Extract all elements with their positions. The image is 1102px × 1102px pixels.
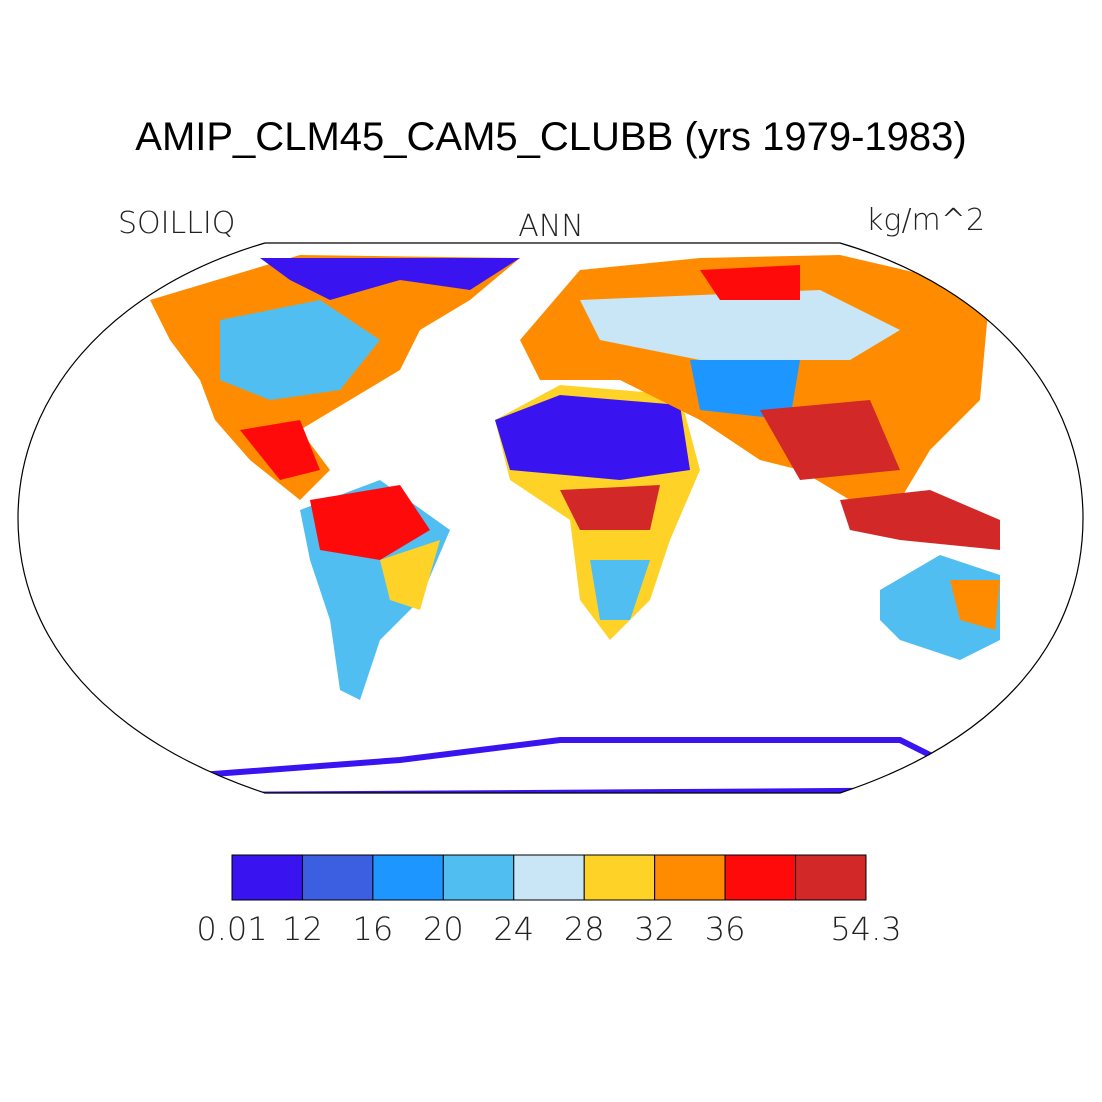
colorbar-box [654, 854, 726, 901]
colorbar-box [513, 854, 585, 901]
colorbar-label: 54.3 [830, 910, 901, 948]
title: AMIP_CLM45_CAM5_CLUBB (yrs 1979-1983) [135, 115, 966, 159]
colorbar-label: 36 [705, 910, 746, 948]
colorbar: 0.01 12 16 20 24 28 32 36 54.3 [196, 854, 902, 948]
colorbar-box [372, 854, 444, 901]
colorbar-box [795, 854, 867, 901]
colorbar-box [583, 854, 656, 901]
season-label: ANN [518, 209, 583, 244]
colorbar-label: 0.01 [196, 910, 267, 948]
colorbar-label: 16 [353, 910, 394, 948]
colorbar-box [301, 854, 374, 901]
map-frame [17, 242, 1084, 794]
variable-label: SOILLIQ [118, 206, 235, 241]
colorbar-label: 24 [493, 910, 534, 948]
colorbar-label: 12 [282, 910, 323, 948]
units-label: kg/m^2 [866, 203, 985, 238]
colorbar-label: 20 [423, 910, 464, 948]
colorbar-box [724, 854, 797, 901]
colorbar-label: 28 [564, 910, 605, 948]
map-land [150, 255, 1002, 793]
colorbar-box [231, 854, 303, 901]
colorbar-label: 32 [634, 910, 675, 948]
colorbar-box [442, 854, 515, 901]
